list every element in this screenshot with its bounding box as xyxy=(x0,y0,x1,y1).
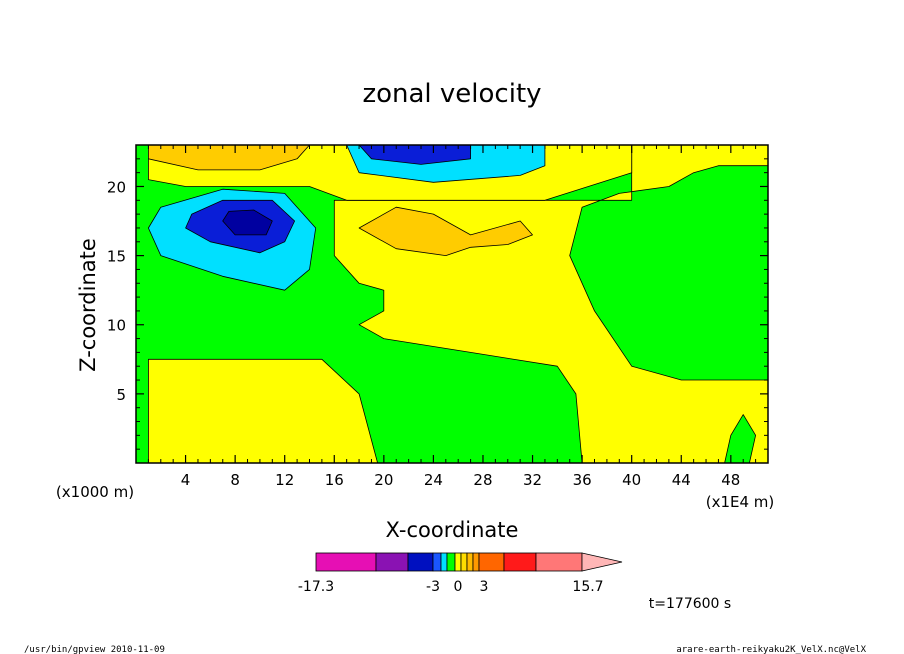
x-tick-label: 16 xyxy=(325,471,344,489)
x-tick-label: 12 xyxy=(275,471,294,489)
color-bar-label: -17.3 xyxy=(298,579,334,595)
color-bar-segment xyxy=(454,552,462,572)
color-bar-segment xyxy=(460,552,468,572)
color-bar-segment xyxy=(535,552,583,572)
x-unit-left: (x1000 m) xyxy=(56,483,134,501)
color-bar-label: 3 xyxy=(480,579,489,595)
color-bar-label: 0 xyxy=(454,579,463,595)
y-axis-label: Z-coordinate xyxy=(76,238,100,372)
color-bar-labels: -17.3 -3 0 3 15.7 xyxy=(298,579,604,595)
y-tick-label: 5 xyxy=(116,386,126,404)
color-bar-segment xyxy=(472,552,480,572)
color-bar-arrow xyxy=(581,552,623,572)
color-bar-segment xyxy=(466,552,474,572)
color-bar-label: -3 xyxy=(426,579,440,595)
color-bar-segment xyxy=(446,552,456,572)
y-tick-label: 20 xyxy=(107,178,126,196)
x-unit-right: (x1E4 m) xyxy=(706,493,775,511)
x-tick-label: 44 xyxy=(672,471,691,489)
chart-title: zonal velocity xyxy=(362,79,541,109)
x-tick-label: 32 xyxy=(523,471,542,489)
x-tick-label: 36 xyxy=(573,471,592,489)
x-tick-label: 8 xyxy=(230,471,240,489)
plot-frame xyxy=(135,144,769,464)
color-bar xyxy=(315,552,623,572)
footer-left: /usr/bin/gpview 2010-11-09 xyxy=(24,645,165,654)
x-tick-label: 40 xyxy=(622,471,641,489)
time-label: t=177600 s xyxy=(649,596,731,612)
x-tick-label: 24 xyxy=(424,471,443,489)
contour-region-light-orange-3 xyxy=(358,206,533,257)
x-axis-label: X-coordinate xyxy=(386,518,519,542)
color-bar-segment xyxy=(315,552,377,572)
x-tick-label: 20 xyxy=(374,471,393,489)
x-tick-label: 28 xyxy=(473,471,492,489)
x-tick-label: 4 xyxy=(181,471,191,489)
color-bar-segment xyxy=(432,552,442,572)
color-bar-segment xyxy=(407,552,434,572)
color-bar-segment xyxy=(440,552,448,572)
y-tick-label: 10 xyxy=(107,317,126,335)
color-bar-label: 15.7 xyxy=(572,579,603,595)
color-bar-segment xyxy=(503,552,537,572)
color-bar-segment xyxy=(375,552,409,572)
color-bar-segment xyxy=(478,552,505,572)
footer-right: arare-earth-reikyaku2K_VelX.nc@VelX xyxy=(676,645,866,654)
x-tick-label: 48 xyxy=(721,471,740,489)
y-tick-label: 15 xyxy=(107,248,126,266)
contour-region-navy-7 xyxy=(222,209,273,236)
